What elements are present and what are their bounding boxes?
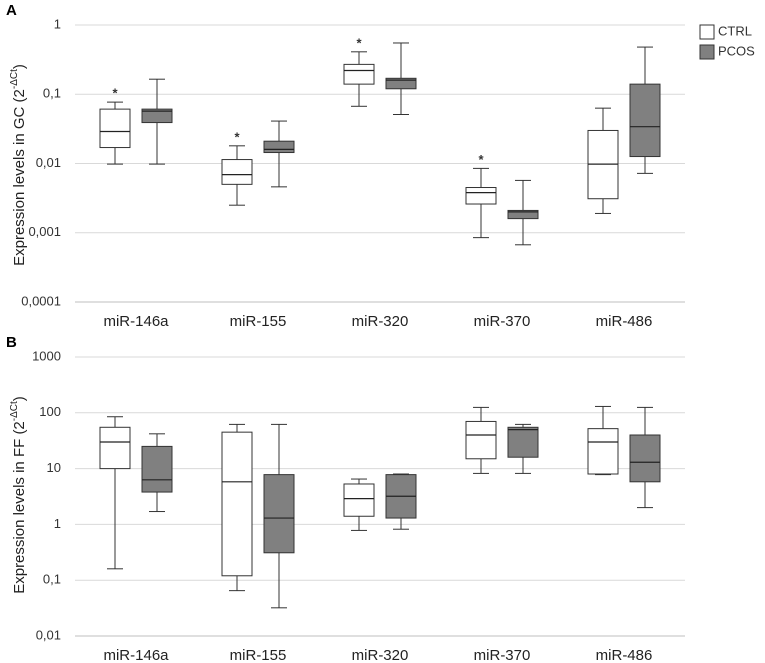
y-axis-label: Expression levels in FF (2-ΔCt)	[9, 396, 28, 594]
y-tick-label: 10	[47, 460, 61, 475]
y-tick-label: 0,01	[36, 627, 61, 642]
x-tick-label: miR-155	[230, 313, 287, 330]
box	[385, 77, 417, 90]
box	[587, 428, 619, 475]
x-tick-label: miR-486	[596, 313, 653, 330]
y-tick-label: 0,1	[43, 572, 61, 587]
box	[221, 431, 253, 577]
legend-label: CTRL	[718, 23, 752, 38]
box	[343, 63, 375, 85]
y-label-end: )	[11, 396, 28, 401]
x-tick-label: miR-320	[352, 647, 409, 663]
box	[629, 434, 661, 483]
y-tick-label: 0,1	[43, 86, 61, 101]
x-tick-label: miR-146a	[103, 313, 169, 330]
annotation: *	[356, 35, 362, 50]
y-label-base: Expression levels in GC (2	[11, 89, 28, 266]
annotation: *	[478, 152, 484, 167]
box	[141, 108, 173, 124]
y-label-end: )	[11, 64, 28, 69]
panel-label: B	[6, 334, 17, 351]
box	[507, 426, 539, 458]
x-tick-label: miR-370	[474, 647, 531, 663]
y-label-sup: -ΔCt	[9, 69, 20, 89]
y-label-sup: -ΔCt	[9, 401, 20, 421]
y-tick-label: 1	[54, 516, 61, 531]
box	[507, 209, 539, 220]
x-tick-label: miR-320	[352, 313, 409, 330]
box	[263, 474, 295, 554]
box	[465, 187, 497, 205]
y-label-base: Expression levels in FF (2	[11, 421, 28, 594]
y-tick-label: 1	[54, 16, 61, 31]
legend-label: PCOS	[718, 43, 755, 58]
legend-swatch	[699, 24, 715, 40]
y-tick-label: 0,001	[28, 224, 61, 239]
box	[141, 445, 173, 493]
box	[629, 83, 661, 158]
y-tick-label: 0,01	[36, 155, 61, 170]
x-tick-label: miR-486	[596, 647, 653, 663]
y-axis-label: Expression levels in GC (2-ΔCt)	[9, 64, 28, 266]
box	[221, 159, 253, 185]
annotation: *	[234, 129, 240, 144]
y-tick-label: 100	[39, 404, 61, 419]
box	[465, 420, 497, 460]
box	[99, 108, 131, 149]
panel-label: A	[6, 2, 17, 19]
box	[263, 140, 295, 154]
x-tick-label: miR-155	[230, 647, 287, 663]
legend-swatch	[699, 44, 715, 60]
x-tick-label: miR-146a	[103, 647, 169, 663]
x-tick-label: miR-370	[474, 313, 531, 330]
y-tick-label: 0,0001	[21, 293, 61, 308]
box	[99, 426, 131, 470]
box	[343, 483, 375, 517]
y-tick-label: 1000	[32, 348, 61, 363]
annotation: *	[112, 86, 118, 101]
